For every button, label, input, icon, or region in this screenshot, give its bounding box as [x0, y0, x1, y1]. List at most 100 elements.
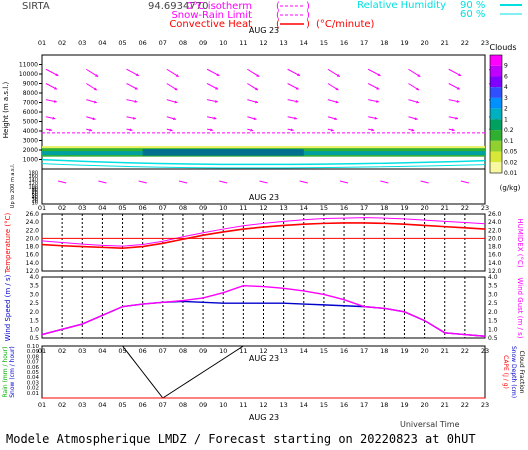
- wind-arrow-head: [455, 116, 459, 120]
- wind-arrow-low: [420, 180, 429, 184]
- wind-arrow-low: [460, 180, 469, 184]
- wind-arrow-head: [458, 73, 462, 76]
- hour-tick-label: 04: [98, 39, 106, 47]
- y-tick-label-right: 18.0: [488, 244, 502, 251]
- cloud-thick: [142, 149, 304, 156]
- hour-tick-label: 22: [461, 204, 469, 212]
- rh-90-contour: [41, 158, 486, 166]
- hour-tick-label: 20: [420, 39, 428, 47]
- wind-arrow-low: [259, 180, 268, 184]
- wind-arrow-head: [335, 100, 339, 104]
- hour-tick-label: 09: [199, 204, 207, 212]
- wind-arrow-head: [335, 87, 339, 91]
- colorbar-swatch: [490, 87, 502, 98]
- y-tick-label-right: 0.5: [488, 335, 498, 342]
- wind-arrow-head: [55, 73, 59, 76]
- wind-arrow-head: [216, 73, 220, 76]
- hour-tick-label: 17: [360, 39, 368, 47]
- hour-tick-label-bottom: 17: [360, 401, 368, 409]
- hour-tick-label: 19: [400, 39, 408, 47]
- wind-arrow-head: [52, 116, 56, 120]
- hour-tick-label-bottom: 22: [461, 401, 469, 409]
- hour-tick-label: 10: [219, 39, 227, 47]
- wind-arrow-low: [219, 180, 228, 184]
- wind-arrow-head: [175, 74, 179, 77]
- wind-arrow-head: [174, 87, 178, 91]
- colorbar-label: 6: [504, 73, 508, 80]
- y-tick-label: 4.0: [29, 274, 39, 281]
- hour-tick-label: 05: [118, 39, 126, 47]
- y-tick-label: 16.0: [26, 252, 40, 259]
- hour-tick-label-bottom: 03: [78, 401, 86, 409]
- wind-arrow-head: [376, 99, 379, 103]
- wind-arrow-head: [417, 74, 421, 77]
- wind-arrow-head: [371, 128, 375, 132]
- colorbar-swatch: [490, 65, 502, 77]
- colorbar-swatch: [490, 151, 502, 163]
- y-tick-label: 2.5: [29, 300, 39, 307]
- wind-arrow-head: [255, 100, 258, 104]
- hour-tick-label-bottom: 02: [58, 401, 66, 409]
- hour-tick-label: 20: [420, 204, 428, 212]
- hour-tick-label: 01: [38, 39, 46, 47]
- y-tick-label-right: 1.5: [488, 318, 498, 325]
- wind-panel: 0.5 0.51.0 1.01.5 1.52.0 2.02.5 2.53.0 3.03.5 3…: [4, 274, 524, 342]
- wind-arrow-low: [299, 180, 308, 184]
- wind-series-line: [41, 285, 486, 337]
- hour-tick-label-bottom: 15: [320, 401, 328, 409]
- hour-tick-label: 16: [340, 347, 348, 355]
- colorbar-label: 0.01: [504, 170, 518, 177]
- legend-right-value: 60 %: [460, 9, 485, 20]
- y-tick-label: 6000: [23, 109, 38, 116]
- wind-arrow-head: [330, 128, 334, 132]
- y-axis-label-left2: Snow (cm / hour): [9, 346, 16, 398]
- y-tick-label: 24.0: [26, 219, 40, 226]
- wind-arrow-head: [334, 117, 338, 121]
- colorbar-label: 4: [504, 84, 508, 91]
- y-tick-label: 9000: [23, 81, 38, 88]
- wind-arrow-head: [416, 100, 420, 104]
- y-tick-label: 4000: [23, 128, 38, 135]
- hour-tick-label: 07: [159, 347, 167, 355]
- hour-tick-label: 16: [340, 204, 348, 212]
- legend-paren-close: ): [306, 19, 310, 30]
- wind-arrow-head: [129, 128, 133, 132]
- hour-tick-label-bottom: 14: [300, 401, 308, 409]
- wind-arrow-low: [380, 180, 389, 184]
- hour-tick-label: 15: [320, 204, 328, 212]
- wind-arrow-head: [93, 87, 97, 91]
- wind-arrow-head: [210, 128, 213, 132]
- clouds-panel: 01 02 03 04 05 06 07 08 09 10 11 12 13 14 15 16 17 18 19 20…: [2, 26, 502, 208]
- y-tick-label: 26.0: [26, 211, 40, 218]
- colorbar-label: 1: [504, 116, 508, 123]
- wind-arrow-head: [173, 117, 176, 121]
- y-tick-label-right: 26.0: [488, 211, 502, 218]
- wind-arrow-head: [296, 73, 300, 76]
- hour-tick-label-bottom: 09: [199, 401, 207, 409]
- hour-tick-label: 03: [78, 347, 86, 355]
- legend-paren-open: (: [276, 10, 280, 21]
- y-tick-label: 5000: [23, 119, 38, 126]
- hour-tick-label: 19: [400, 204, 408, 212]
- y-tick-label: 0.04: [27, 375, 40, 381]
- y-tick-label-low: 140: [28, 178, 38, 184]
- colorbar-label: 3: [504, 95, 508, 102]
- wind-arrow-head: [49, 128, 52, 132]
- y-tick-label: 3.5: [29, 283, 39, 290]
- hour-tick-label: 17: [360, 204, 368, 212]
- wind-arrow-head: [134, 99, 138, 103]
- wind-arrow-head: [456, 86, 460, 90]
- hour-tick-label: 10: [219, 347, 227, 355]
- colorbar-swatch: [490, 130, 502, 141]
- wind-arrow-head: [89, 128, 93, 132]
- wind-arrow-head: [374, 116, 378, 120]
- hour-tick-label: 08: [179, 204, 187, 212]
- colorbar-swatch: [490, 119, 502, 131]
- wind-arrow-head: [132, 116, 136, 120]
- wind-arrow-head: [95, 74, 99, 77]
- hour-tick-label: 04: [98, 347, 106, 355]
- y-tick-label-right: 14.0: [488, 260, 502, 267]
- hour-tick-label: 07: [159, 204, 167, 212]
- y-tick-label-right: 22.0: [488, 227, 502, 234]
- y-tick-label: 18.0: [26, 244, 40, 251]
